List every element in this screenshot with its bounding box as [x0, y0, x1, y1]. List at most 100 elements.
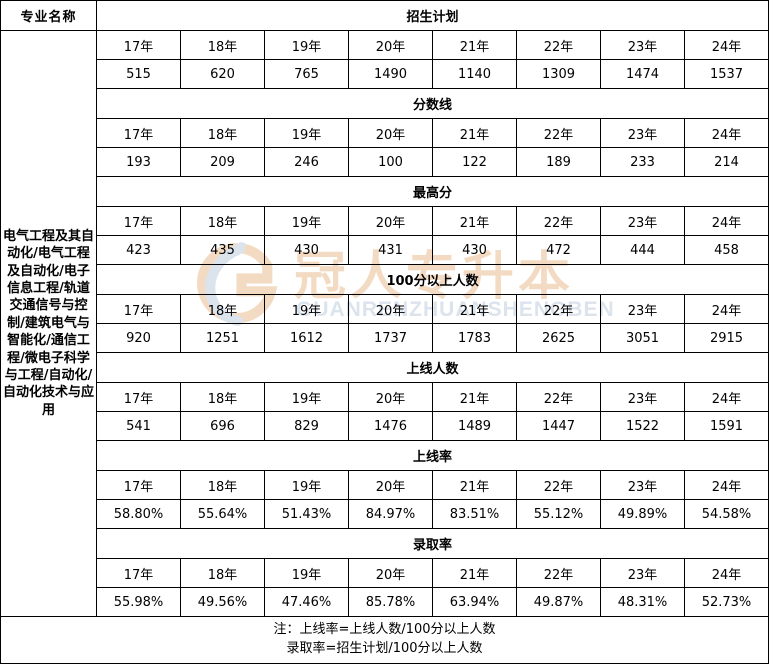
year-header-cell: 24年: [683, 118, 770, 148]
value-cell: 430: [432, 235, 517, 265]
value-cell: 515: [96, 59, 181, 89]
footer-note-row: 注：上线率=上线人数/100分以上人数 录取率=招生计划/100分以上人数: [0, 616, 770, 664]
value-cell: 458: [683, 235, 770, 265]
value-cell: 1737: [348, 323, 433, 353]
value-cell: 49.89%: [600, 499, 685, 529]
value-cell: 246: [264, 147, 349, 177]
value-cell: 3051: [600, 323, 685, 353]
value-cell: 2625: [516, 323, 601, 353]
value-cell: 84.97%: [348, 499, 433, 529]
year-header-cell: 19年: [264, 118, 349, 148]
year-header-cell: 18年: [180, 382, 265, 412]
footer-note-line-2: 录取率=招生计划/100分以上人数: [286, 641, 483, 656]
value-row: 55.98% 49.56% 47.46% 85.78% 63.94% 49.87% 48.3…: [1, 587, 770, 617]
value-cell: 435: [180, 235, 265, 265]
year-header-cell: 19年: [264, 382, 349, 412]
value-cell: 55.12%: [516, 499, 601, 529]
year-header-cell: 23年: [600, 206, 685, 236]
value-cell: 1476: [348, 411, 433, 441]
year-header-cell: 17年: [96, 382, 181, 412]
section-title-row: 分数线: [1, 88, 770, 119]
value-cell: 85.78%: [348, 587, 433, 617]
section-title: 分数线: [95, 88, 770, 119]
value-row: 515 620 765 1490 1140 1309 1474 1537: [1, 59, 770, 89]
section-title: 最高分: [95, 176, 770, 207]
year-header-cell: 17年: [96, 294, 181, 324]
year-header-cell: 23年: [600, 30, 685, 60]
value-cell: 49.87%: [516, 587, 601, 617]
year-header-cell: 21年: [432, 30, 517, 60]
value-cell: 430: [264, 235, 349, 265]
value-row: 423 435 430 431 430 472 444 458: [1, 235, 770, 265]
value-cell: 431: [348, 235, 433, 265]
value-cell: 696: [180, 411, 265, 441]
value-cell: 1783: [432, 323, 517, 353]
year-header-cell: 19年: [264, 470, 349, 500]
year-header-cell: 24年: [683, 294, 770, 324]
year-header-row: 17年 18年 19年 20年 21年 22年 23年 24年: [1, 382, 770, 412]
section-title-row: 上线人数: [1, 352, 770, 383]
value-cell: 1490: [348, 59, 433, 89]
value-cell: 100: [348, 147, 433, 177]
footer-note: 注：上线率=上线人数/100分以上人数 录取率=招生计划/100分以上人数: [0, 616, 770, 664]
value-cell: 1140: [432, 59, 517, 89]
year-header-cell: 19年: [264, 294, 349, 324]
value-cell: 189: [516, 147, 601, 177]
year-header-cell: 19年: [264, 30, 349, 60]
value-cell: 209: [180, 147, 265, 177]
year-header-cell: 18年: [180, 118, 265, 148]
value-cell: 51.43%: [264, 499, 349, 529]
value-cell: 541: [96, 411, 181, 441]
value-cell: 1612: [264, 323, 349, 353]
section-title: 上线率: [95, 440, 770, 471]
value-row: 193 209 246 100 122 189 233 214: [1, 147, 770, 177]
year-header-cell: 23年: [600, 382, 685, 412]
value-cell: 1251: [180, 323, 265, 353]
year-header-cell: 21年: [432, 294, 517, 324]
value-cell: 193: [96, 147, 181, 177]
year-header-cell: 20年: [348, 558, 433, 588]
year-header-cell: 24年: [683, 30, 770, 60]
year-header-cell: 20年: [348, 30, 433, 60]
value-cell: 472: [516, 235, 601, 265]
value-cell: 54.58%: [683, 499, 770, 529]
value-cell: 214: [683, 147, 770, 177]
year-header-cell: 18年: [180, 558, 265, 588]
year-header-cell: 17年: [96, 558, 181, 588]
section-title-row: 录取率: [1, 528, 770, 559]
year-header-cell: 17年: [96, 470, 181, 500]
value-cell: 444: [600, 235, 685, 265]
year-header-cell: 20年: [348, 382, 433, 412]
value-cell: 48.31%: [600, 587, 685, 617]
value-cell: 829: [264, 411, 349, 441]
year-header-row: 17年 18年 19年 20年 21年 22年 23年 24年: [1, 294, 770, 324]
major-name-cell: 电气工程及其自动化/电气工程及自动化/电子信息工程/轨道交通信号与控制/建筑电气…: [0, 30, 97, 617]
section-title-row: 专业名称 招生计划: [0, 0, 770, 31]
value-cell: 620: [180, 59, 265, 89]
value-cell: 55.64%: [180, 499, 265, 529]
value-cell: 58.80%: [96, 499, 181, 529]
year-header-row: 17年 18年 19年 20年 21年 22年 23年 24年: [1, 470, 770, 500]
year-header-cell: 18年: [180, 294, 265, 324]
value-cell: 47.46%: [264, 587, 349, 617]
value-cell: 1591: [683, 411, 770, 441]
value-cell: 63.94%: [432, 587, 517, 617]
year-header-cell: 20年: [348, 294, 433, 324]
year-header-cell: 23年: [600, 470, 685, 500]
year-header-cell: 23年: [600, 118, 685, 148]
value-cell: 920: [96, 323, 181, 353]
year-header-cell: 18年: [180, 470, 265, 500]
year-header-cell: 24年: [683, 382, 770, 412]
section-title: 录取率: [95, 528, 770, 559]
year-header-row: 17年 18年 19年 20年 21年 22年 23年 24年: [1, 118, 770, 148]
value-cell: 1489: [432, 411, 517, 441]
year-header-cell: 24年: [683, 206, 770, 236]
year-header-cell: 21年: [432, 118, 517, 148]
year-header-cell: 22年: [516, 118, 601, 148]
year-header-cell: 23年: [600, 558, 685, 588]
year-header-cell: 22年: [516, 294, 601, 324]
year-header-cell: 20年: [348, 118, 433, 148]
value-cell: 1447: [516, 411, 601, 441]
section-title-row: 100分以上人数: [1, 264, 770, 295]
